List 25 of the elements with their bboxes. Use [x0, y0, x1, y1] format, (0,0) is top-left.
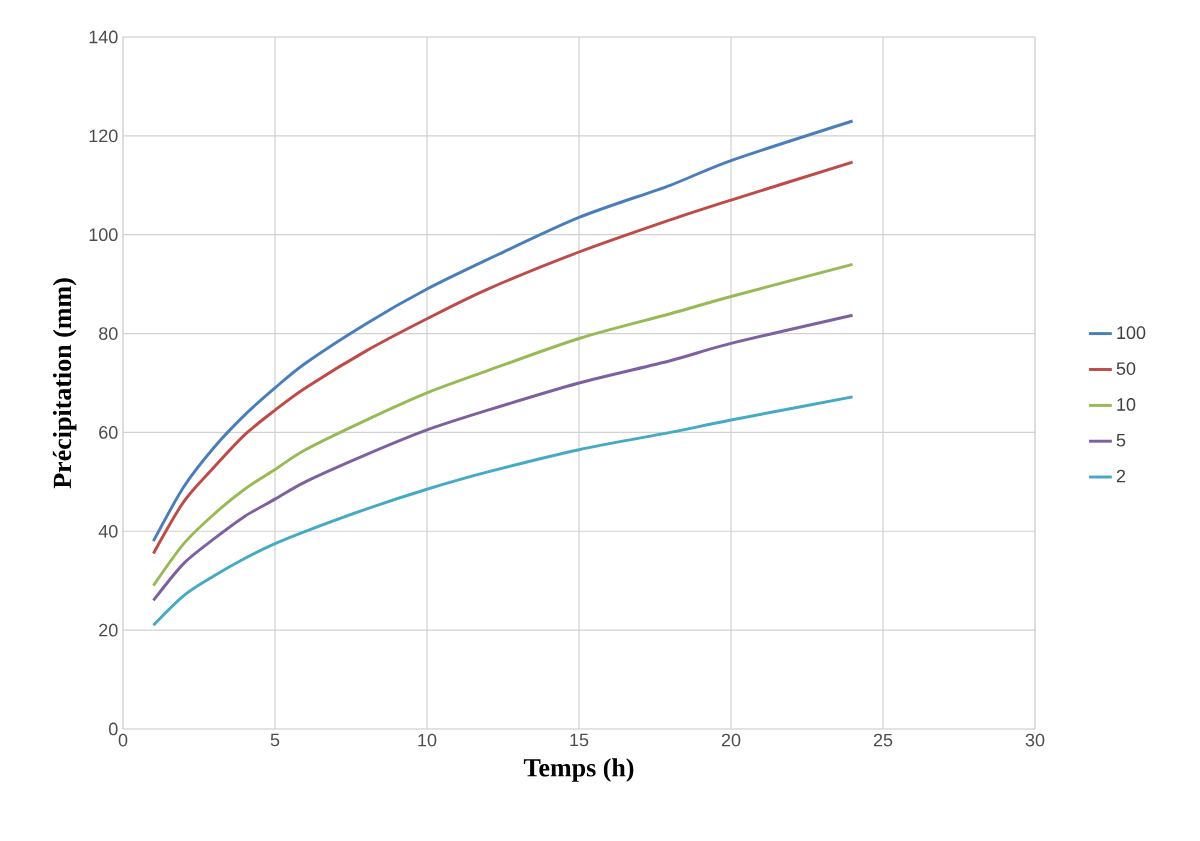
- y-tick-label: 120: [89, 129, 118, 143]
- x-tick-label: 20: [721, 733, 741, 747]
- x-tick-label: 15: [570, 733, 589, 747]
- line-series: [151, 313, 855, 602]
- legend-label: 2: [1116, 469, 1126, 483]
- legend-label: 50: [1116, 362, 1136, 375]
- x-tick-label: 5: [270, 733, 280, 747]
- x-tick-label: 0: [118, 733, 128, 747]
- legend-label: 100: [1117, 326, 1146, 340]
- y-tick-label: 100: [89, 228, 118, 242]
- legend-label: 5: [1116, 434, 1126, 447]
- line-series: [151, 262, 855, 588]
- y-tick-label: 20: [99, 623, 118, 637]
- x-axis-title: Temps (h): [523, 758, 634, 782]
- x-tick-label: 25: [873, 733, 893, 747]
- y-tick-label: 140: [89, 30, 118, 44]
- legend-label: 10: [1117, 398, 1136, 411]
- x-tick-label: 30: [1025, 733, 1045, 747]
- line-series: [151, 395, 855, 627]
- x-tick-label: 10: [418, 733, 437, 747]
- y-axis-title: Précipitation (mm): [52, 278, 77, 489]
- y-tick-label: 80: [99, 327, 118, 340]
- y-tick-label: 60: [99, 426, 118, 439]
- y-tick-label: 0: [108, 722, 118, 736]
- y-tick-label: 40: [98, 524, 118, 538]
